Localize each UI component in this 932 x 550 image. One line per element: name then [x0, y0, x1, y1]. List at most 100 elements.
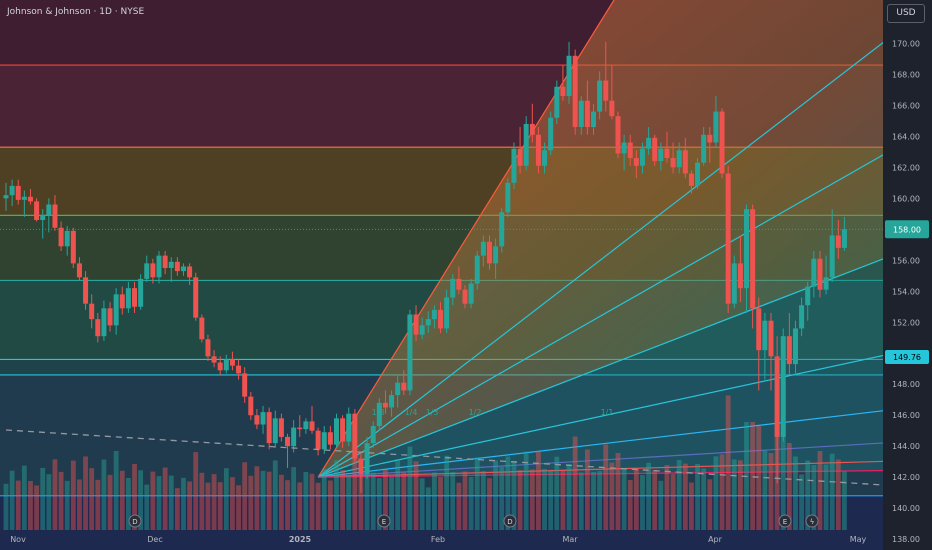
candle-body[interactable]: [486, 241, 492, 264]
candle-body[interactable]: [236, 365, 242, 374]
candle-body[interactable]: [168, 261, 174, 269]
candle-body[interactable]: [101, 308, 107, 337]
candle-body[interactable]: [358, 458, 364, 475]
candle-body[interactable]: [309, 421, 315, 431]
candle-body[interactable]: [480, 241, 486, 256]
candle-body[interactable]: [548, 117, 554, 151]
candle-body[interactable]: [609, 100, 615, 117]
event-marker[interactable]: [778, 514, 792, 528]
candle-body[interactable]: [107, 308, 113, 326]
candle-body[interactable]: [768, 320, 774, 357]
event-marker[interactable]: [377, 514, 391, 528]
candle-body[interactable]: [737, 263, 743, 289]
candle-body[interactable]: [285, 436, 291, 447]
candle-body[interactable]: [646, 137, 652, 149]
candle-body[interactable]: [597, 80, 603, 112]
candle-body[interactable]: [468, 283, 474, 304]
candle-body[interactable]: [174, 261, 180, 272]
candle-body[interactable]: [505, 182, 511, 213]
candle-body[interactable]: [493, 246, 499, 264]
candle-body[interactable]: [9, 185, 15, 196]
candle-body[interactable]: [652, 137, 658, 162]
candle-body[interactable]: [132, 288, 138, 307]
candle-body[interactable]: [15, 185, 21, 200]
candle-body[interactable]: [138, 278, 144, 307]
candle-body[interactable]: [633, 158, 639, 166]
candle-body[interactable]: [811, 258, 817, 287]
candle-body[interactable]: [542, 150, 548, 166]
candle-body[interactable]: [119, 294, 125, 309]
candle-body[interactable]: [841, 229, 847, 248]
candle-body[interactable]: [621, 142, 627, 154]
candle-body[interactable]: [199, 317, 205, 340]
candle-body[interactable]: [658, 148, 664, 162]
candle-body[interactable]: [823, 277, 829, 290]
candle-body[interactable]: [327, 432, 333, 445]
candle-body[interactable]: [352, 413, 358, 459]
candle-body[interactable]: [193, 277, 199, 318]
candle-body[interactable]: [444, 297, 450, 329]
candle-body[interactable]: [725, 173, 731, 304]
candle-body[interactable]: [266, 412, 272, 444]
candle-body[interactable]: [52, 204, 58, 228]
candle-body[interactable]: [64, 230, 70, 247]
candle-body[interactable]: [346, 413, 352, 442]
currency-button[interactable]: USD: [887, 4, 925, 23]
candle-body[interactable]: [750, 209, 756, 309]
candle-body[interactable]: [333, 418, 339, 445]
candle-body[interactable]: [58, 227, 64, 247]
candle-body[interactable]: [817, 258, 823, 290]
candle-body[interactable]: [462, 289, 468, 304]
candle-body[interactable]: [474, 255, 480, 284]
candle-body[interactable]: [321, 432, 327, 450]
candle-body[interactable]: [438, 309, 444, 329]
candle-body[interactable]: [315, 430, 321, 450]
candle-body[interactable]: [523, 123, 529, 166]
candle-body[interactable]: [40, 215, 46, 220]
candle-body[interactable]: [835, 235, 841, 248]
candle-body[interactable]: [578, 100, 584, 128]
event-marker[interactable]: [128, 514, 142, 528]
candle-body[interactable]: [144, 263, 150, 279]
candle-body[interactable]: [303, 421, 309, 430]
candle-body[interactable]: [701, 134, 707, 163]
candle-body[interactable]: [682, 150, 688, 174]
candle-body[interactable]: [254, 415, 260, 425]
candle-body[interactable]: [260, 412, 266, 425]
candle-body[interactable]: [799, 305, 805, 329]
candle-body[interactable]: [248, 396, 254, 416]
candle-body[interactable]: [95, 319, 101, 337]
candle-body[interactable]: [695, 162, 701, 186]
candle-body[interactable]: [21, 196, 27, 200]
candle-body[interactable]: [34, 201, 40, 220]
candle-body[interactable]: [529, 123, 535, 135]
candle-body[interactable]: [456, 278, 462, 290]
candle-body[interactable]: [670, 158, 676, 168]
candle-body[interactable]: [517, 148, 523, 166]
candle-body[interactable]: [615, 116, 621, 154]
candle-body[interactable]: [756, 308, 762, 351]
candle-body[interactable]: [187, 266, 193, 278]
candle-body[interactable]: [719, 111, 725, 174]
candle-body[interactable]: [376, 402, 382, 427]
candle-body[interactable]: [340, 418, 346, 442]
event-marker[interactable]: [805, 514, 819, 528]
candle-body[interactable]: [572, 55, 578, 128]
candle-body[interactable]: [786, 336, 792, 365]
candle-body[interactable]: [603, 80, 609, 101]
candle-body[interactable]: [83, 277, 89, 304]
candle-body[interactable]: [762, 320, 768, 351]
candle-body[interactable]: [242, 373, 248, 397]
candle-body[interactable]: [560, 86, 566, 97]
candle-body[interactable]: [46, 204, 52, 216]
candle-body[interactable]: [70, 230, 76, 264]
candle-body[interactable]: [401, 382, 407, 391]
candle-body[interactable]: [774, 356, 780, 437]
candle-body[interactable]: [229, 359, 235, 366]
candle-body[interactable]: [389, 395, 395, 408]
candle-body[interactable]: [584, 100, 590, 128]
candle-body[interactable]: [450, 278, 456, 298]
candle-body[interactable]: [627, 142, 633, 159]
candle-body[interactable]: [125, 288, 131, 309]
